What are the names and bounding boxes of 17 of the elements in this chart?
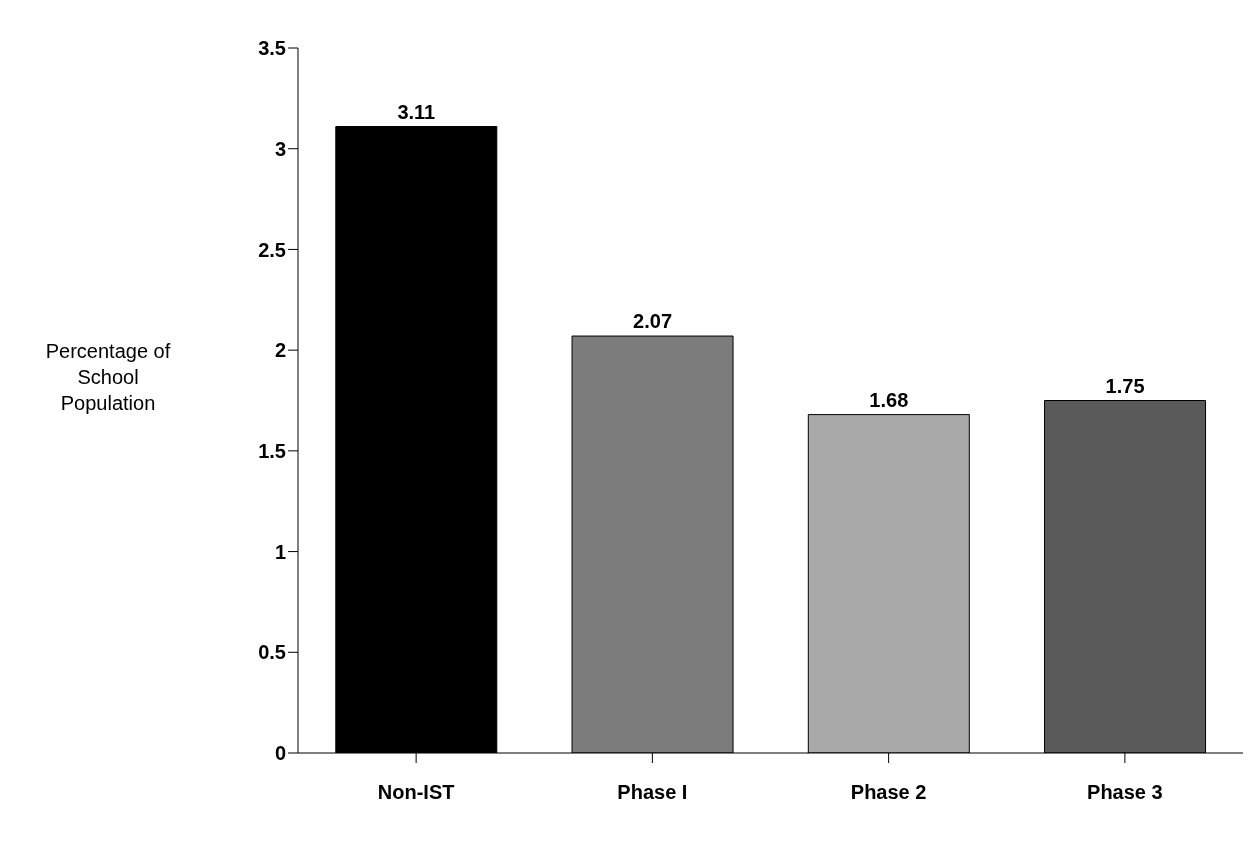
data-label: 3.11 — [397, 100, 436, 123]
y-tick-label: 3 — [274, 137, 286, 160]
y-tick-label: 1.5 — [258, 439, 286, 462]
y-tick-label: 1 — [274, 540, 286, 563]
x-tick-label: Phase 3 — [1087, 781, 1163, 804]
x-tick-label: Phase 2 — [850, 781, 927, 804]
data-label: 1.68 — [869, 388, 909, 411]
x-tick-label: Non-IST — [377, 781, 455, 804]
y-tick-label: 0 — [274, 742, 286, 765]
x-tick-label: Phase I — [617, 781, 688, 804]
y-tick-label: 2 — [274, 339, 286, 362]
y-tick-label: 2.5 — [258, 238, 286, 261]
y-axis-title: Percentage of School Population — [44, 339, 172, 416]
data-label: 2.07 — [633, 310, 673, 333]
y-tick-label: 3.5 — [258, 37, 286, 60]
y-tick-label: 0.5 — [258, 641, 286, 664]
data-label: 1.75 — [1105, 374, 1145, 397]
